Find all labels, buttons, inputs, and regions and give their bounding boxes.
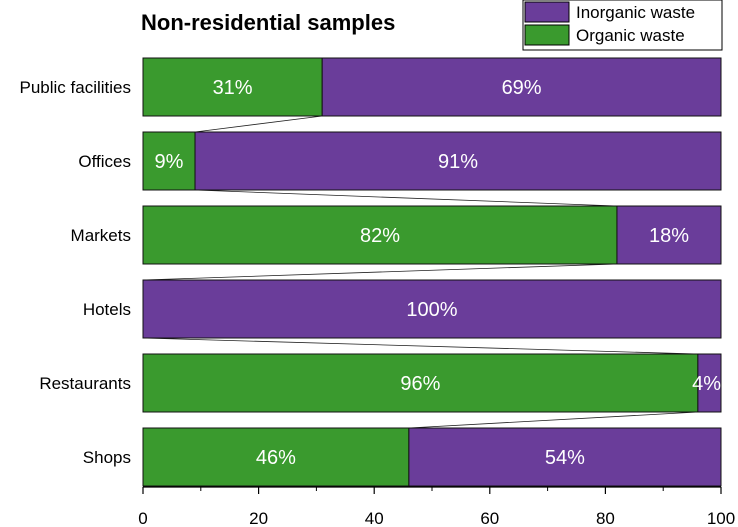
bars: 31% 69% 9% 91% 82% 18% 100% 96% 4% 46% 54% [142,57,722,487]
connector-lines [142,115,698,429]
category-label: Public facilities [20,78,132,97]
bar-value-label: 18% [649,225,689,247]
bar-inorganic-waste-public-facilities [321,57,722,117]
category-label: Offices [78,152,131,171]
legend-label: Organic waste [576,26,685,45]
x-tick-label: 40 [365,509,384,527]
connector-line [195,189,617,207]
bar-value-label: 82% [360,225,400,247]
category-label: Hotels [83,300,131,319]
bar-value-label: 54% [545,447,585,469]
legend: Inorganic waste Organic waste [522,0,723,51]
legend-label: Inorganic waste [576,3,695,22]
bar-inorganic-waste-restaurants [697,353,722,413]
x-tick-label: 80 [596,509,615,527]
connector-line [194,115,323,133]
bar-organic-waste-offices [142,131,196,191]
bar-organic-waste-restaurants [142,353,699,413]
category-label: Shops [83,448,131,467]
category-label: Markets [71,226,131,245]
bar-value-label: 46% [256,447,296,469]
x-tick-label: 100 [707,509,735,527]
bar-value-label: 69% [502,77,542,99]
bar-value-label: 96% [400,373,440,395]
connector-line [142,337,698,355]
x-tick-label: 60 [480,509,499,527]
legend-swatch [524,24,570,46]
bar-inorganic-waste-hotels [142,279,722,339]
bar-organic-waste-markets [142,205,618,265]
x-axis: 0 20 40 60 80 100 [138,486,735,527]
bar-value-label: 91% [438,151,478,173]
bar-inorganic-waste-shops [408,427,722,487]
chart-title: Non-residential samples [141,10,395,35]
x-tick-label: 0 [138,509,147,527]
bar-value-label: 100% [406,299,457,321]
bar-inorganic-waste-markets [616,205,722,265]
legend-swatch [524,1,570,23]
category-label: Restaurants [39,374,131,393]
bar-value-label: 9% [155,151,184,173]
bar-value-label: 4% [692,373,721,395]
connector-line [408,411,698,429]
x-tick-label: 20 [249,509,268,527]
bar-inorganic-waste-offices [194,131,722,191]
bar-value-label: 31% [213,77,253,99]
y-axis-labels: Public facilities Offices Markets Hotels Res… [20,78,132,467]
connector-line [142,263,617,281]
bar-organic-waste-shops [142,427,410,487]
